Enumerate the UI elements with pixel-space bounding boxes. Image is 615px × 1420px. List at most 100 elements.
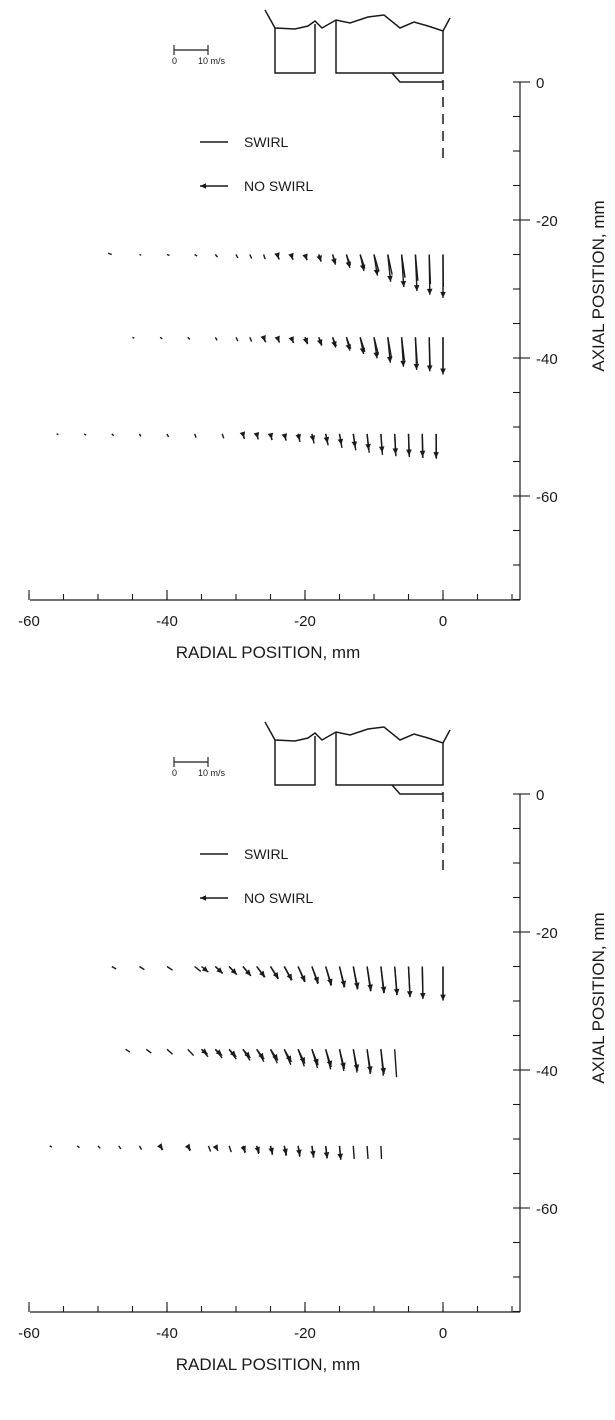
- velocity-vector: [264, 255, 266, 260]
- series-1: [108, 253, 443, 287]
- vector-arrowhead: [310, 435, 315, 441]
- legend-entry-1: SWIRL: [244, 846, 289, 862]
- vector-arrowhead: [427, 289, 433, 295]
- series-5: [57, 434, 437, 459]
- velocity-vector: [395, 1049, 397, 1077]
- geometry-top-edge: [265, 10, 450, 31]
- velocity-vector: [139, 434, 141, 436]
- legend: SWIRL NO SWIRL: [200, 846, 313, 906]
- series-6: [240, 431, 439, 458]
- geometry-bluff-body: [336, 732, 443, 785]
- velocity-vector: [429, 255, 430, 295]
- velocity-vector: [236, 255, 238, 258]
- velocity-vector: [381, 1146, 382, 1159]
- y-tick-label: -60: [536, 489, 558, 506]
- x-axis-title: RADIAL POSITION, mm: [176, 643, 361, 662]
- geometry-step: [392, 785, 443, 794]
- vector-arrowhead: [393, 448, 399, 454]
- vector-arrowhead: [373, 352, 379, 358]
- x-tick-label: -40: [156, 613, 178, 630]
- vector-arrowhead: [414, 364, 420, 370]
- vector-arrowhead: [360, 264, 365, 270]
- chart-panel-1: 0 10 m/sSWIRLNO SWIRL-60 -40 -20 00-20-40-60…: [18, 10, 608, 662]
- vector-arrowhead: [360, 348, 365, 354]
- velocity-vector: [133, 337, 135, 338]
- x-tick-label: -20: [294, 1325, 316, 1342]
- vector-arrowhead: [324, 437, 329, 443]
- geometry-step: [392, 73, 443, 82]
- velocity-vector: [236, 337, 238, 341]
- velocity-vector: [84, 434, 86, 435]
- vector-arrowhead: [260, 335, 265, 342]
- vector-arrowhead: [374, 269, 380, 275]
- vector-arrowhead: [317, 255, 322, 262]
- velocity-vector: [126, 1049, 130, 1052]
- velocity-vector: [167, 434, 169, 437]
- y-tick-label: -40: [536, 1063, 558, 1080]
- velocity-vector: [195, 434, 197, 438]
- vector-arrowhead: [296, 434, 301, 440]
- legend-entry-1: SWIRL: [244, 134, 289, 150]
- velocity-vector: [98, 1146, 100, 1148]
- legend-entry-2: NO SWIRL: [244, 178, 313, 194]
- series-3: [133, 337, 444, 368]
- vector-arrowhead: [275, 336, 280, 343]
- velocity-vector: [139, 255, 141, 256]
- x-tick-label: 0: [439, 613, 447, 630]
- velocity-vector: [57, 434, 59, 435]
- velocity-vector: [146, 1049, 151, 1053]
- series-1: [112, 967, 443, 1000]
- vector-arrowhead: [440, 369, 446, 375]
- vector-arrowhead: [240, 431, 245, 438]
- velocity-vector: [112, 967, 116, 969]
- series-2: [274, 252, 446, 298]
- series-6: [157, 1143, 343, 1160]
- scale-bar-label-min: 0: [172, 768, 177, 778]
- legend-arrowhead: [200, 895, 206, 901]
- vector-arrowhead: [440, 995, 446, 1001]
- vector-arrowhead: [401, 281, 407, 287]
- velocity-vector: [188, 1049, 194, 1055]
- x-axis-title: RADIAL POSITION, mm: [176, 1355, 361, 1374]
- velocity-vector: [112, 434, 114, 436]
- y-tick-label: 0: [536, 75, 544, 92]
- vector-arrowhead: [213, 1144, 218, 1151]
- velocity-vector: [208, 1146, 210, 1152]
- velocity-vector: [167, 1049, 173, 1054]
- y-tick-label: -40: [536, 351, 558, 368]
- velocity-vector: [229, 1146, 231, 1152]
- scale-bar-label-min: 0: [172, 56, 177, 66]
- x-tick-label: -60: [18, 613, 40, 630]
- vector-arrowhead: [331, 341, 336, 348]
- y-tick-label: -20: [536, 925, 558, 942]
- velocity-vector: [119, 1146, 121, 1149]
- vector-arrowhead: [406, 450, 412, 456]
- velocity-vector: [139, 1146, 141, 1150]
- vector-arrowhead: [414, 285, 420, 291]
- chart-panel-2: 0 10 m/s SWIRL NO SWIRL -60 -40 -20 0 0 -20 -40 -60…: [18, 722, 608, 1374]
- vector-arrowhead: [302, 254, 307, 261]
- vector-arrowhead: [407, 991, 413, 997]
- vector-arrowhead: [420, 451, 426, 457]
- legend-entry-2: NO SWIRL: [244, 890, 313, 906]
- geometry-bluff-body: [336, 20, 443, 73]
- vector-arrowhead: [427, 365, 433, 371]
- geometry-annulus: [275, 24, 315, 73]
- vector-arrowhead: [327, 979, 332, 986]
- vector-arrowhead: [394, 989, 400, 995]
- x-tick-label: -60: [18, 1325, 40, 1342]
- geometry-top-edge: [265, 722, 450, 743]
- velocity-vector: [367, 1146, 368, 1159]
- velocity-vector: [250, 337, 252, 341]
- velocity-vector: [160, 337, 162, 339]
- series-4: [260, 335, 445, 374]
- vector-arrowhead: [420, 993, 426, 999]
- y-axis-title: AXIAL POSITION, mm: [589, 200, 608, 371]
- vector-arrowhead: [379, 446, 385, 452]
- velocity-vector: [195, 255, 197, 257]
- velocity-vector: [50, 1146, 52, 1147]
- vector-arrowhead: [433, 452, 439, 458]
- vector-arrowhead: [255, 1146, 260, 1153]
